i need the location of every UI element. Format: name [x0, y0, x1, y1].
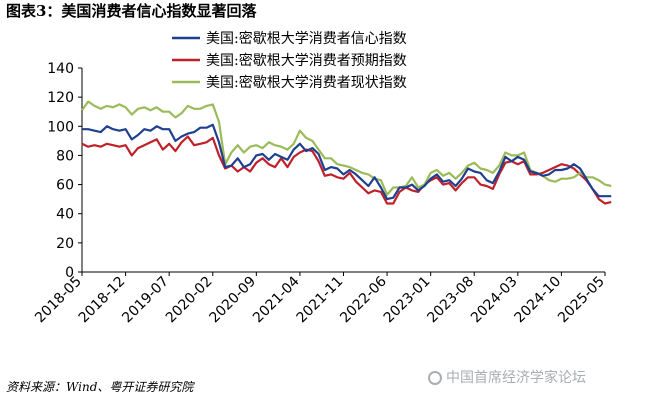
x-tick-label: 2023-01	[381, 274, 434, 327]
y-tick-label: 100	[47, 119, 74, 135]
x-tick-label: 2018-05	[32, 274, 85, 327]
watermark: 中国首席经济学家论坛	[428, 367, 586, 387]
x-tick-label: 2021-04	[250, 273, 303, 326]
x-tick-label: 2024-03	[468, 274, 521, 327]
x-tick-label: 2020-02	[163, 274, 216, 327]
x-tick-label: 2018-12	[76, 274, 129, 327]
x-tick-label: 2023-08	[424, 274, 477, 327]
chart-axes: 0204060801001201402018-052018-122019-072…	[32, 61, 608, 326]
series-line-current	[81, 100, 612, 196]
figure-title: 图表3：美国消费者信心指数显著回落	[6, 2, 257, 20]
x-tick-label: 2024-10	[512, 274, 565, 327]
legend-label-current: 美国:密歇根大学消费者现状指数	[206, 74, 407, 91]
legend-label-sentiment: 美国:密歇根大学消费者信心指数	[206, 30, 407, 47]
series-line-expectations	[81, 135, 612, 205]
series-line-sentiment	[82, 123, 612, 201]
y-tick-label: 20	[56, 236, 74, 252]
y-tick-label: 40	[56, 207, 74, 223]
y-tick-label: 60	[56, 178, 74, 194]
y-tick-label: 0	[65, 265, 74, 281]
x-tick-label: 2022-06	[337, 273, 390, 326]
chart-legend: 美国:密歇根大学消费者信心指数美国:密歇根大学消费者预期指数美国:密歇根大学消费…	[172, 30, 407, 91]
x-tick-label: 2025-05	[555, 274, 608, 327]
watermark-text: 中国首席经济学家论坛	[446, 370, 586, 386]
y-tick-label: 140	[47, 61, 74, 77]
watermark-logo-icon	[428, 371, 442, 385]
x-tick-label: 2021-11	[294, 274, 347, 327]
legend-label-expectations: 美国:密歇根大学消费者预期指数	[206, 52, 407, 69]
source-note: 资料来源：Wind、粤开证券研究院	[6, 380, 194, 394]
x-tick-label: 2020-09	[206, 274, 259, 327]
x-tick-label: 2019-07	[119, 274, 172, 327]
y-tick-label: 120	[47, 90, 74, 106]
y-tick-label: 80	[56, 148, 74, 164]
chart-series-lines	[81, 100, 612, 205]
